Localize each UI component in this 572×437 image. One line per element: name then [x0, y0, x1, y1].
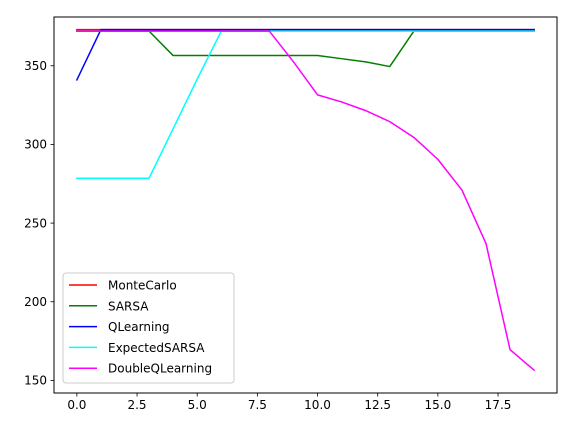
legend-label-expectedsarsa: ExpectedSARSA — [108, 341, 205, 355]
x-tick-label: 17.5 — [485, 398, 512, 412]
x-tick-label: 2.5 — [127, 398, 146, 412]
y-tick-label: 350 — [24, 59, 47, 73]
x-tick-label: 7.5 — [248, 398, 267, 412]
series-line-expectedsarsa — [76, 30, 535, 180]
x-tick-label: 10.0 — [304, 398, 331, 412]
y-axis: 150 200 250 300 350 — [24, 59, 54, 388]
x-tick-label: 15.0 — [425, 398, 452, 412]
legend-label-montecarlo: MonteCarlo — [108, 279, 177, 293]
legend-label-doubleqlearning: DoubleQLearning — [108, 362, 212, 376]
series-line-qlearning — [75, 28, 535, 81]
y-tick-label: 250 — [24, 216, 47, 230]
legend-box — [62, 272, 235, 384]
x-tick-label: 5.0 — [188, 398, 207, 412]
x-tick-label: 12.5 — [364, 398, 391, 412]
series-line-doubleqlearning — [76, 30, 536, 372]
legend: MonteCarlo SARSA QLearning ExpectedSARSA Dou… — [62, 272, 235, 384]
x-tick-label: 0.0 — [67, 398, 86, 412]
y-tick-label: 200 — [24, 295, 47, 309]
y-tick-label: 300 — [24, 138, 47, 152]
legend-label-sarsa: SARSA — [108, 299, 149, 313]
series-layer — [75, 28, 536, 372]
y-tick-label: 150 — [24, 374, 47, 388]
x-axis: 0.0 2.5 5.0 7.5 10.0 12.5 15.0 17.5 — [67, 393, 511, 412]
legend-label-qlearning: QLearning — [108, 320, 170, 334]
axes-frame — [53, 16, 558, 394]
